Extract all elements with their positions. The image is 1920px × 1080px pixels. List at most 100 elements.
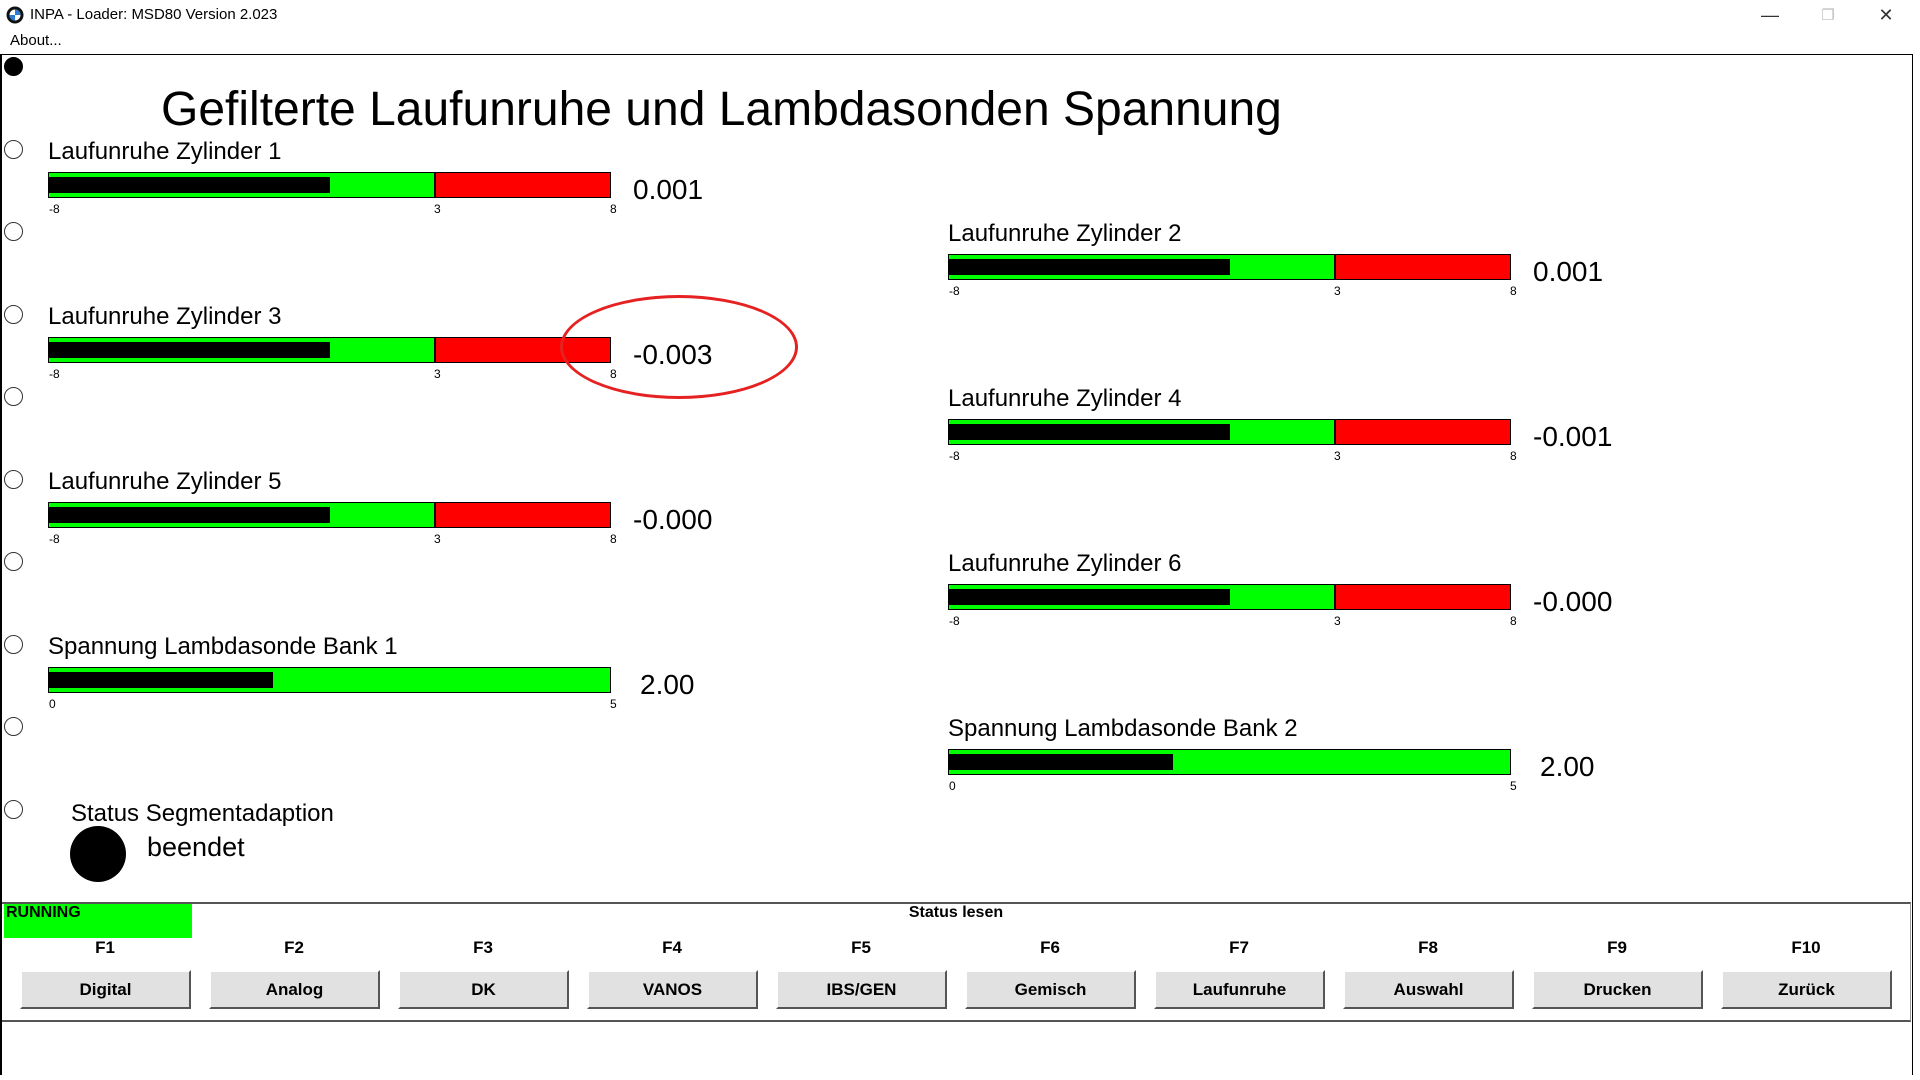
meter-bar (948, 419, 1511, 445)
tick-min: 0 (949, 779, 956, 793)
bar-red-zone (434, 503, 610, 527)
bar-fill (49, 672, 273, 688)
radio-8[interactable] (4, 635, 23, 654)
maximize-button[interactable]: ❐ (1800, 0, 1856, 30)
radio-4[interactable] (4, 305, 23, 324)
tick-max: 8 (610, 532, 617, 546)
bar-red-zone (1334, 585, 1510, 609)
minimize-button[interactable]: — (1742, 0, 1798, 30)
meter-bar (48, 502, 611, 528)
fkey-label-f2: F2 (284, 938, 304, 957)
meter-label: Spannung Lambdasonde Bank 2 (948, 715, 1298, 742)
tick-min: -8 (49, 367, 60, 381)
meter-bar (948, 584, 1511, 610)
status-lesen-label: Status lesen (908, 904, 1004, 921)
tick-mid: 3 (434, 532, 441, 546)
tick-min: -8 (949, 284, 960, 298)
menu-item-about[interactable]: About... (10, 32, 62, 49)
fkey-label-f3: F3 (473, 938, 493, 957)
meter-bar (48, 337, 611, 363)
radio-7[interactable] (4, 552, 23, 571)
radio-9[interactable] (4, 717, 23, 736)
laufunruhe-button[interactable]: Laufunruhe (1154, 970, 1325, 1009)
fkey-label-f1: F1 (95, 938, 115, 957)
radio-1[interactable] (4, 57, 23, 76)
main-frame (0, 54, 1913, 1075)
meter-bar (948, 254, 1511, 280)
tick-mid: 3 (434, 367, 441, 381)
tick-min: -8 (949, 449, 960, 463)
radio-5[interactable] (4, 387, 23, 406)
meter-label: Laufunruhe Zylinder 5 (48, 468, 282, 495)
meter-label: Laufunruhe Zylinder 3 (48, 303, 282, 330)
analog-button[interactable]: Analog (209, 970, 380, 1009)
bar-fill (49, 177, 330, 193)
menu-bar: About... (0, 30, 1920, 54)
status-indicator-dot (70, 826, 126, 882)
radio-2[interactable] (4, 140, 23, 159)
radio-10[interactable] (4, 800, 23, 819)
meter-bar (48, 172, 611, 198)
bar-fill (949, 754, 1173, 770)
radio-3[interactable] (4, 222, 23, 241)
auswahl-button[interactable]: Auswahl (1343, 970, 1514, 1009)
running-status-badge: RUNNING (4, 904, 192, 938)
drucken-button[interactable]: Drucken (1532, 970, 1703, 1009)
meter-value: -0.000 (1533, 586, 1613, 617)
bar-fill (49, 507, 330, 523)
minimize-icon: — (1761, 4, 1779, 25)
digital-button[interactable]: Digital (20, 970, 191, 1009)
radio-6[interactable] (4, 470, 23, 489)
bar-red-zone (434, 173, 610, 197)
meter-value: 2.00 (640, 669, 695, 700)
fkey-label-f8: F8 (1418, 938, 1438, 957)
tick-max: 8 (1510, 614, 1517, 628)
meter-label: Laufunruhe Zylinder 6 (948, 550, 1182, 577)
meter-bar (48, 667, 611, 693)
fkey-label-f6: F6 (1040, 938, 1060, 957)
fkey-label-f7: F7 (1229, 938, 1249, 957)
status-segmentadaption-label: Status Segmentadaption (71, 800, 334, 827)
vanos-button[interactable]: VANOS (587, 970, 758, 1009)
fkey-label-f4: F4 (662, 938, 682, 957)
tick-mid: 3 (1334, 614, 1341, 628)
tick-mid: 3 (434, 202, 441, 216)
meter-value: 0.001 (633, 174, 704, 205)
meter-value: -0.001 (1533, 421, 1613, 452)
bar-fill (949, 589, 1230, 605)
window-title: INPA - Loader: MSD80 Version 2.023 (30, 6, 278, 23)
tick-max: 8 (610, 202, 617, 216)
tick-min: -8 (49, 532, 60, 546)
close-button[interactable]: ✕ (1858, 0, 1914, 30)
status-segmentadaption-value: beendet (147, 832, 245, 862)
tick-max: 8 (1510, 284, 1517, 298)
meter-label: Spannung Lambdasonde Bank 1 (48, 633, 398, 660)
tick-min: 0 (49, 697, 56, 711)
meter-label: Laufunruhe Zylinder 2 (948, 220, 1182, 247)
bmw-logo-icon (6, 6, 24, 24)
meter-value: 2.00 (1540, 751, 1595, 782)
bar-red-zone (1334, 420, 1510, 444)
meter-label: Laufunruhe Zylinder 4 (948, 385, 1182, 412)
fkey-label-f10: F10 (1791, 938, 1821, 957)
ibs-gen-button[interactable]: IBS/GEN (776, 970, 947, 1009)
meter-bar (948, 749, 1511, 775)
meter-value: 0.001 (1533, 256, 1604, 287)
fkey-label-f5: F5 (851, 938, 871, 957)
tick-max: 8 (1510, 449, 1517, 463)
gemisch-button[interactable]: Gemisch (965, 970, 1136, 1009)
tick-mid: 3 (1334, 284, 1341, 298)
tick-min: -8 (949, 614, 960, 628)
function-key-panel (2, 902, 1911, 1022)
meter-label: Laufunruhe Zylinder 1 (48, 138, 282, 165)
tick-min: -8 (49, 202, 60, 216)
tick-mid: 3 (1334, 449, 1341, 463)
zurueck-button[interactable]: Zurück (1721, 970, 1892, 1009)
bar-red-zone (1334, 255, 1510, 279)
maximize-icon: ❐ (1821, 7, 1835, 24)
highlight-annotation-ellipse (560, 295, 798, 399)
tick-max: 5 (610, 697, 617, 711)
meter-value: -0.000 (633, 504, 713, 535)
dk-button[interactable]: DK (398, 970, 569, 1009)
close-icon: ✕ (1878, 4, 1894, 25)
